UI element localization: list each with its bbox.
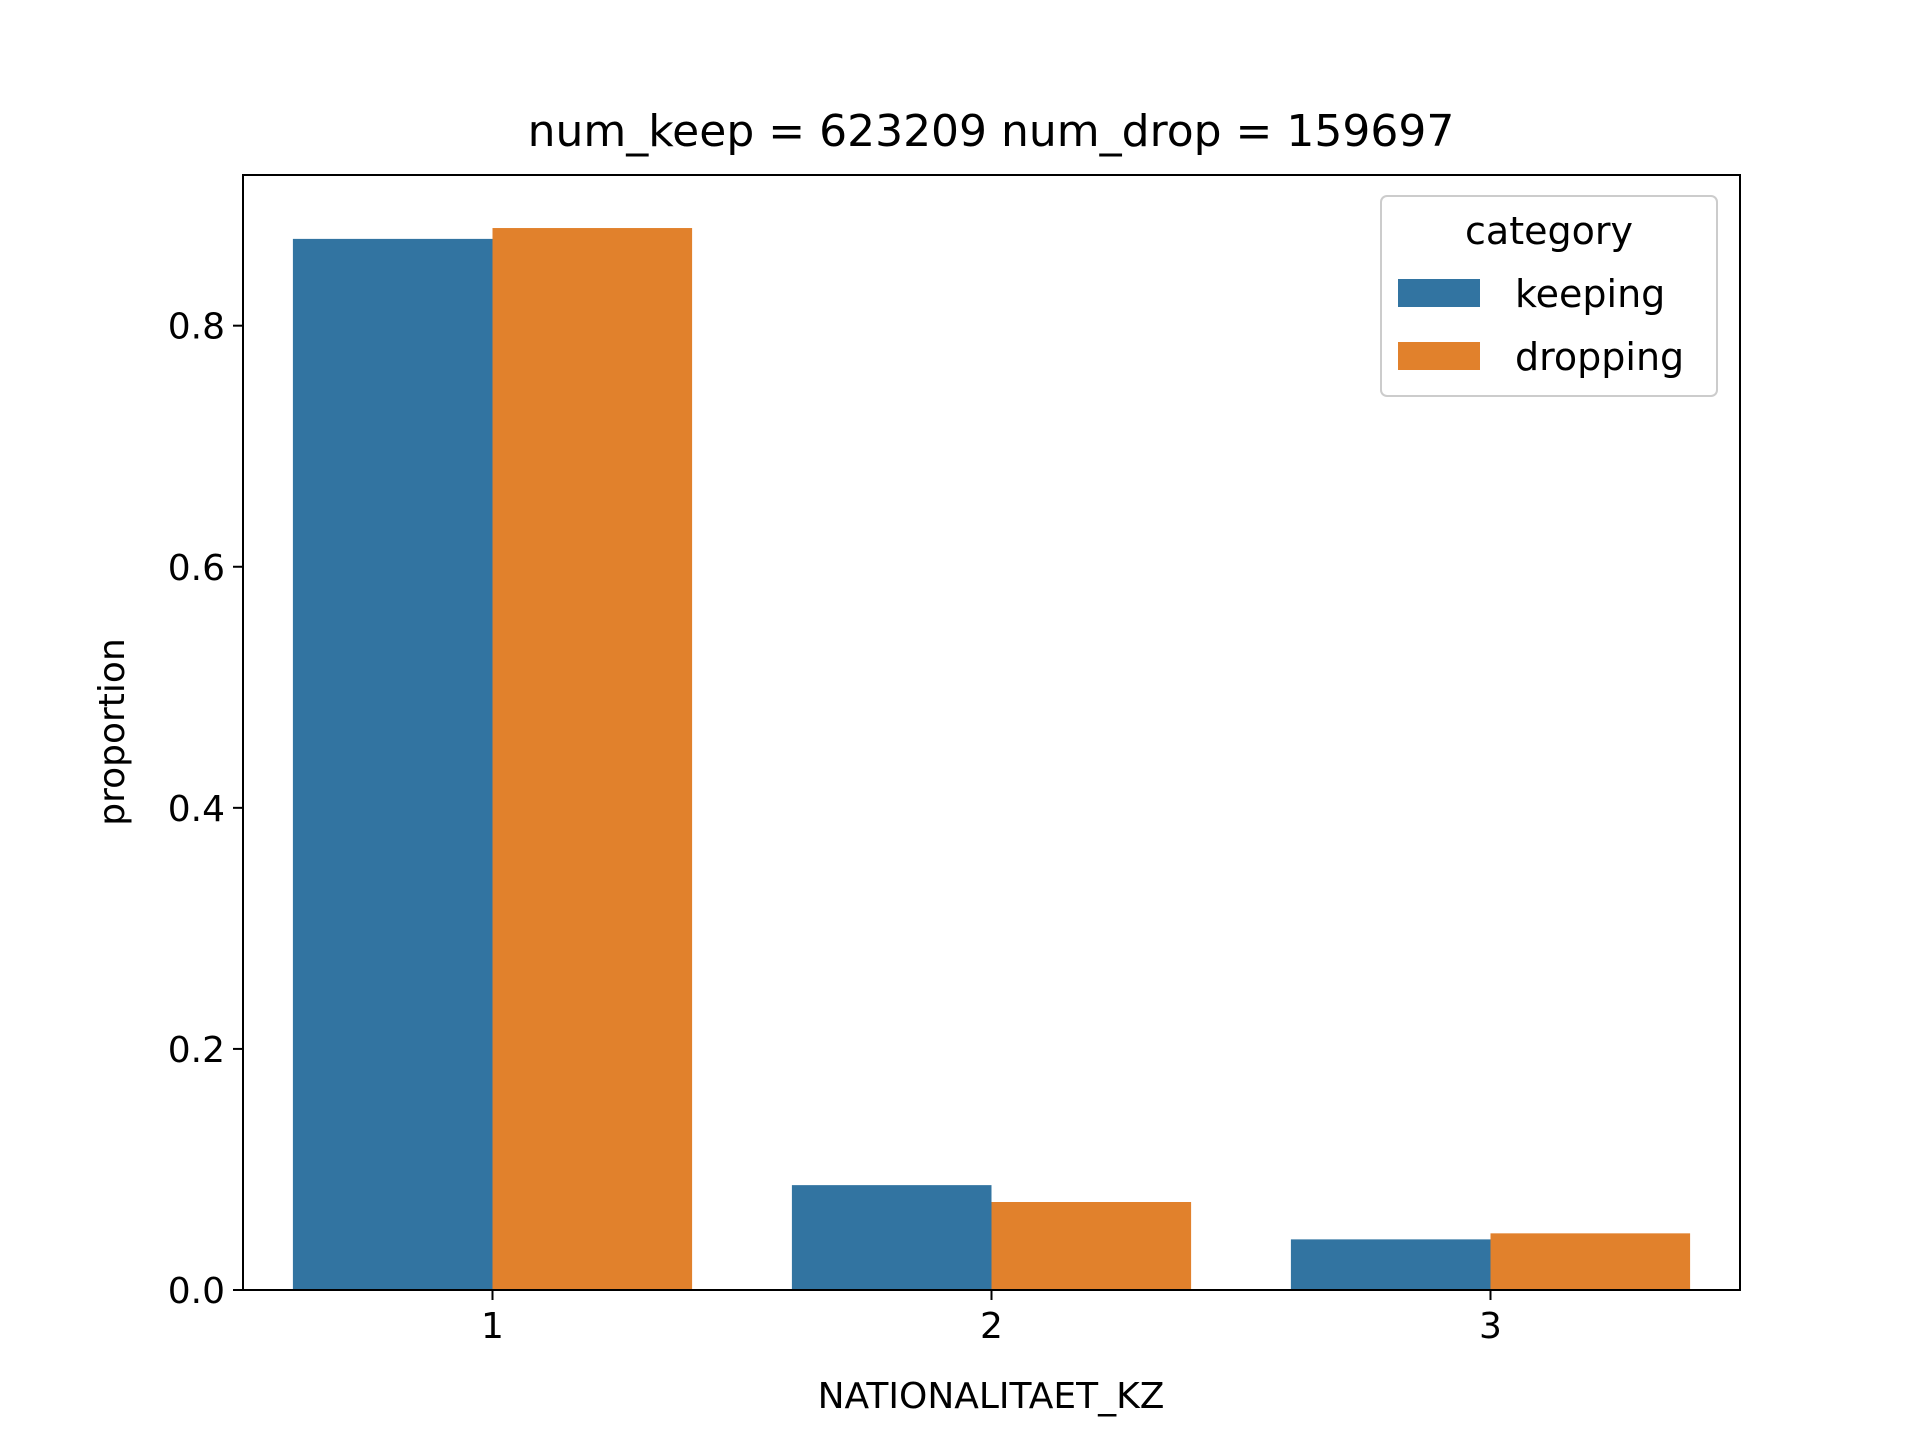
y-tick-label: 0.0 [168, 1271, 225, 1312]
x-tick-label: 1 [481, 1306, 504, 1347]
y-tick-label: 0.2 [168, 1030, 225, 1071]
legend-swatch-keeping [1398, 279, 1480, 307]
bar-keeping-1 [292, 238, 493, 1291]
x-tick-label: 3 [1479, 1306, 1502, 1347]
x-axis: 1 2 3 [481, 1290, 1502, 1347]
legend-label-dropping: dropping [1515, 335, 1684, 379]
legend: category keeping dropping [1380, 195, 1718, 397]
y-axis: 0.0 0.2 0.4 0.6 0.8 [168, 307, 243, 1312]
y-tick-label: 0.6 [168, 548, 225, 589]
chart-title: num_keep = 623209 num_drop = 159697 [528, 106, 1455, 157]
y-tick-label: 0.8 [168, 307, 225, 348]
x-axis-label: NATIONALITAET_KZ [818, 1376, 1165, 1417]
legend-title: category [1465, 209, 1633, 253]
bar-dropping-1 [492, 228, 693, 1290]
legend-label-keeping: keeping [1515, 272, 1665, 316]
bar-dropping-2 [991, 1202, 1192, 1290]
bar-keeping-3 [1290, 1239, 1491, 1290]
y-tick-label: 0.4 [168, 789, 225, 830]
bars-group [292, 228, 1691, 1291]
legend-swatch-dropping [1398, 342, 1480, 370]
y-axis-label: proportion [92, 638, 133, 826]
bar-keeping-2 [791, 1185, 992, 1290]
bar-dropping-3 [1490, 1233, 1691, 1290]
x-tick-label: 2 [980, 1306, 1003, 1347]
